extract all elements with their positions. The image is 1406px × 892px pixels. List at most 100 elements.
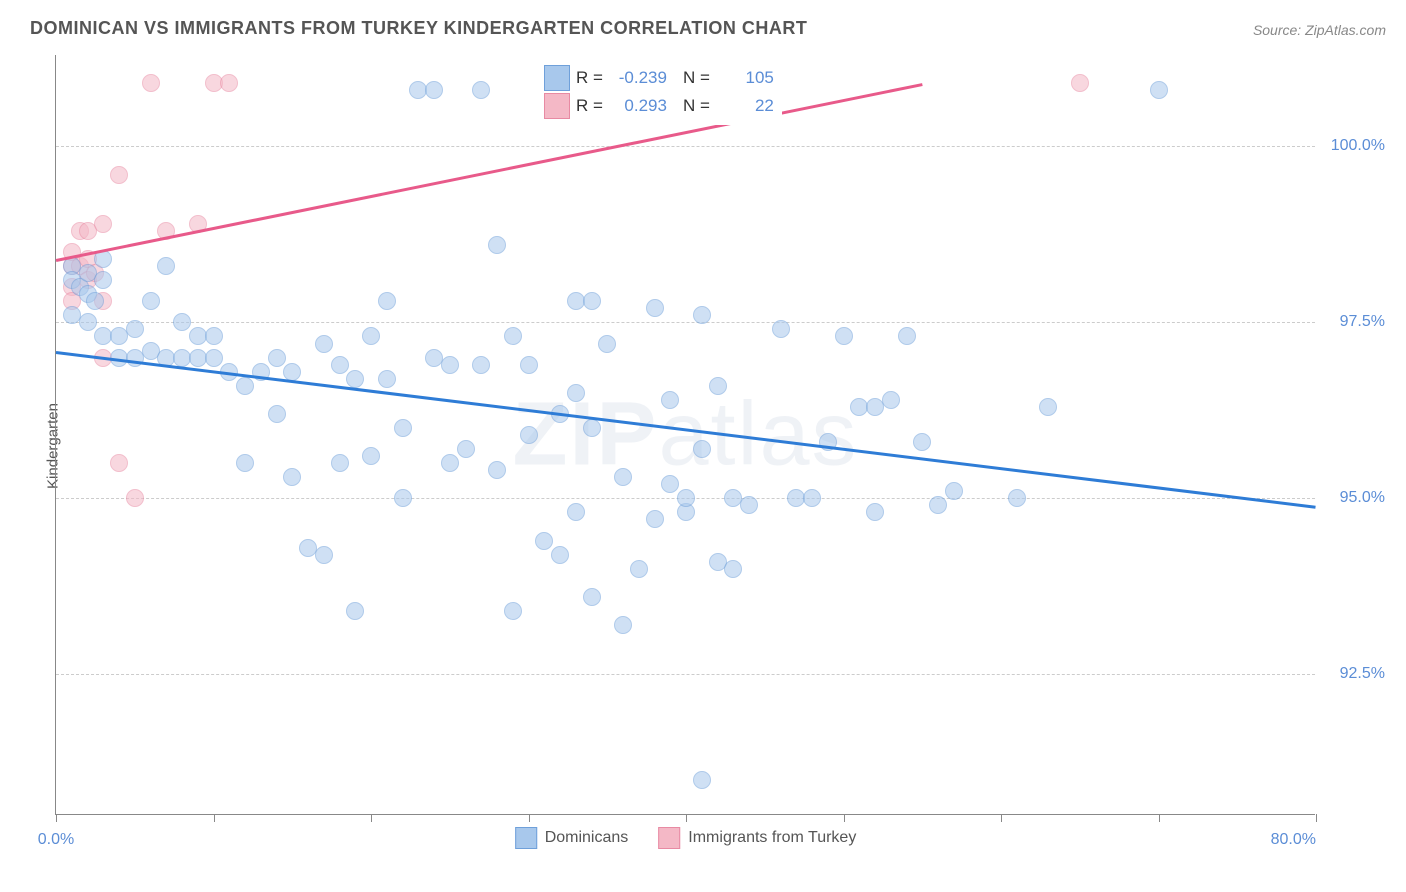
data-point-dominicans xyxy=(614,616,632,634)
x-tick-label: 0.0% xyxy=(38,831,74,849)
data-point-dominicans xyxy=(583,292,601,310)
data-point-dominicans xyxy=(362,327,380,345)
data-point-dominicans xyxy=(346,602,364,620)
r-label: R = xyxy=(576,68,603,88)
legend-label-turkey: Immigrants from Turkey xyxy=(688,829,856,847)
swatch-dominicans xyxy=(544,65,570,91)
source-attribution: Source: ZipAtlas.com xyxy=(1253,22,1386,38)
data-point-dominicans xyxy=(173,313,191,331)
x-tick xyxy=(371,814,372,822)
data-point-dominicans xyxy=(205,327,223,345)
legend-swatch-dominicans xyxy=(515,827,537,849)
data-point-dominicans xyxy=(520,356,538,374)
data-point-dominicans xyxy=(157,257,175,275)
x-tick xyxy=(1001,814,1002,822)
data-point-turkey xyxy=(110,454,128,472)
data-point-dominicans xyxy=(913,433,931,451)
data-point-turkey xyxy=(142,74,160,92)
data-point-dominicans xyxy=(693,440,711,458)
r-value-dominicans: -0.239 xyxy=(609,68,667,88)
legend: Dominicans Immigrants from Turkey xyxy=(515,827,857,849)
data-point-dominicans xyxy=(378,292,396,310)
data-point-dominicans xyxy=(535,532,553,550)
data-point-dominicans xyxy=(425,81,443,99)
data-point-dominicans xyxy=(661,391,679,409)
data-point-dominicans xyxy=(866,503,884,521)
data-point-dominicans xyxy=(583,419,601,437)
stats-row-turkey: R = 0.293 N = 22 xyxy=(544,93,774,119)
correlation-stats-box: R = -0.239 N = 105 R = 0.293 N = 22 xyxy=(536,59,782,125)
data-point-dominicans xyxy=(583,588,601,606)
data-point-dominicans xyxy=(126,320,144,338)
data-point-dominicans xyxy=(268,405,286,423)
x-tick xyxy=(529,814,530,822)
data-point-dominicans xyxy=(488,236,506,254)
data-point-dominicans xyxy=(677,489,695,507)
data-point-dominicans xyxy=(94,271,112,289)
data-point-dominicans xyxy=(661,475,679,493)
data-point-dominicans xyxy=(472,356,490,374)
trend-line-turkey xyxy=(56,83,923,261)
data-point-dominicans xyxy=(394,419,412,437)
x-tick xyxy=(1159,814,1160,822)
data-point-dominicans xyxy=(86,292,104,310)
data-point-dominicans xyxy=(646,299,664,317)
data-point-dominicans xyxy=(772,320,790,338)
r-value-turkey: 0.293 xyxy=(609,96,667,116)
data-point-turkey xyxy=(220,74,238,92)
data-point-dominicans xyxy=(567,384,585,402)
y-tick-label: 92.5% xyxy=(1320,665,1385,683)
gridline xyxy=(56,322,1315,323)
n-value-dominicans: 105 xyxy=(716,68,774,88)
legend-label-dominicans: Dominicans xyxy=(545,829,629,847)
data-point-dominicans xyxy=(441,356,459,374)
data-point-dominicans xyxy=(1008,489,1026,507)
data-point-dominicans xyxy=(236,454,254,472)
y-tick-label: 100.0% xyxy=(1320,137,1385,155)
data-point-dominicans xyxy=(488,461,506,479)
legend-item-turkey: Immigrants from Turkey xyxy=(658,827,856,849)
plot-inner: ZIPatlas 92.5%95.0%97.5%100.0%0.0%80.0% xyxy=(56,55,1315,814)
x-tick xyxy=(1316,814,1317,822)
data-point-dominicans xyxy=(693,306,711,324)
r-label: R = xyxy=(576,96,603,116)
trend-line-dominicans xyxy=(56,351,1316,508)
data-point-dominicans xyxy=(441,454,459,472)
data-point-dominicans xyxy=(346,370,364,388)
x-tick xyxy=(844,814,845,822)
x-tick xyxy=(686,814,687,822)
chart-title: DOMINICAN VS IMMIGRANTS FROM TURKEY KIND… xyxy=(30,18,807,39)
swatch-turkey xyxy=(544,93,570,119)
data-point-dominicans xyxy=(457,440,475,458)
watermark: ZIPatlas xyxy=(512,383,858,486)
data-point-dominicans xyxy=(331,356,349,374)
data-point-dominicans xyxy=(803,489,821,507)
n-value-turkey: 22 xyxy=(716,96,774,116)
data-point-dominicans xyxy=(882,391,900,409)
x-tick xyxy=(56,814,57,822)
data-point-dominicans xyxy=(898,327,916,345)
data-point-turkey xyxy=(94,215,112,233)
data-point-dominicans xyxy=(315,546,333,564)
data-point-dominicans xyxy=(520,426,538,444)
data-point-dominicans xyxy=(79,313,97,331)
data-point-dominicans xyxy=(1039,398,1057,416)
y-tick-label: 95.0% xyxy=(1320,489,1385,507)
data-point-dominicans xyxy=(693,771,711,789)
data-point-turkey xyxy=(1071,74,1089,92)
data-point-dominicans xyxy=(236,377,254,395)
data-point-dominicans xyxy=(205,349,223,367)
data-point-dominicans xyxy=(724,560,742,578)
x-tick xyxy=(214,814,215,822)
data-point-dominicans xyxy=(551,546,569,564)
data-point-dominicans xyxy=(567,503,585,521)
gridline xyxy=(56,674,1315,675)
data-point-dominicans xyxy=(504,327,522,345)
legend-item-dominicans: Dominicans xyxy=(515,827,629,849)
data-point-dominicans xyxy=(283,468,301,486)
data-point-dominicans xyxy=(835,327,853,345)
data-point-dominicans xyxy=(614,468,632,486)
data-point-dominicans xyxy=(709,377,727,395)
data-point-dominicans xyxy=(268,349,286,367)
data-point-dominicans xyxy=(315,335,333,353)
